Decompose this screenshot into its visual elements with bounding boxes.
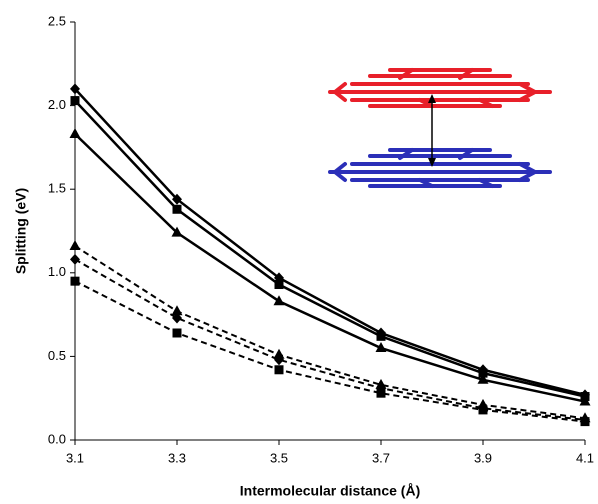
y-tick-label: 1.5 xyxy=(48,181,66,196)
line xyxy=(74,88,586,397)
marker-diamond xyxy=(172,312,182,324)
marker-square xyxy=(478,405,488,415)
marker-triangle xyxy=(273,348,285,359)
y-tick-label: 2.5 xyxy=(48,13,66,28)
marker-triangle xyxy=(477,373,489,384)
marker-square xyxy=(172,204,182,214)
x-tick-label: 4.1 xyxy=(576,450,594,465)
marker-square xyxy=(172,328,182,338)
marker-triangle xyxy=(69,240,81,251)
marker-square xyxy=(70,96,80,106)
line xyxy=(74,133,586,403)
x-tick-label: 3.5 xyxy=(270,450,288,465)
marker-triangle xyxy=(171,226,183,237)
marker-square xyxy=(376,388,386,398)
x-tick-label: 3.1 xyxy=(66,450,84,465)
molecule-inset xyxy=(328,68,552,188)
y-tick-label: 1.0 xyxy=(48,264,66,279)
dashed-line xyxy=(74,258,586,421)
marker-diamond xyxy=(274,354,284,366)
marker-square xyxy=(70,276,80,286)
dashed-line xyxy=(74,245,586,420)
marker-square xyxy=(478,368,488,378)
marker-triangle xyxy=(375,342,387,353)
x-axis-title: Intermolecular distance (Å) xyxy=(240,483,421,499)
marker-diamond xyxy=(70,253,80,265)
y-tick-label: 2.0 xyxy=(48,97,66,112)
y-axis-title: Splitting (eV) xyxy=(13,188,29,274)
marker-triangle xyxy=(579,395,591,406)
marker-triangle xyxy=(273,295,285,306)
dashed-line xyxy=(74,280,586,423)
x-tick-label: 3.9 xyxy=(474,450,492,465)
marker-triangle xyxy=(171,305,183,316)
marker-diamond xyxy=(70,83,80,95)
marker-square xyxy=(376,331,386,341)
x-tick-label: 3.3 xyxy=(168,450,186,465)
x-tick-label: 3.7 xyxy=(372,450,390,465)
marker-diamond xyxy=(172,193,182,205)
marker-square xyxy=(274,280,284,290)
y-tick-label: 0.5 xyxy=(48,348,66,363)
marker-triangle xyxy=(69,128,81,139)
line xyxy=(74,99,586,398)
y-tick-label: 0.0 xyxy=(48,431,66,446)
marker-square xyxy=(580,417,590,427)
marker-square xyxy=(274,365,284,375)
